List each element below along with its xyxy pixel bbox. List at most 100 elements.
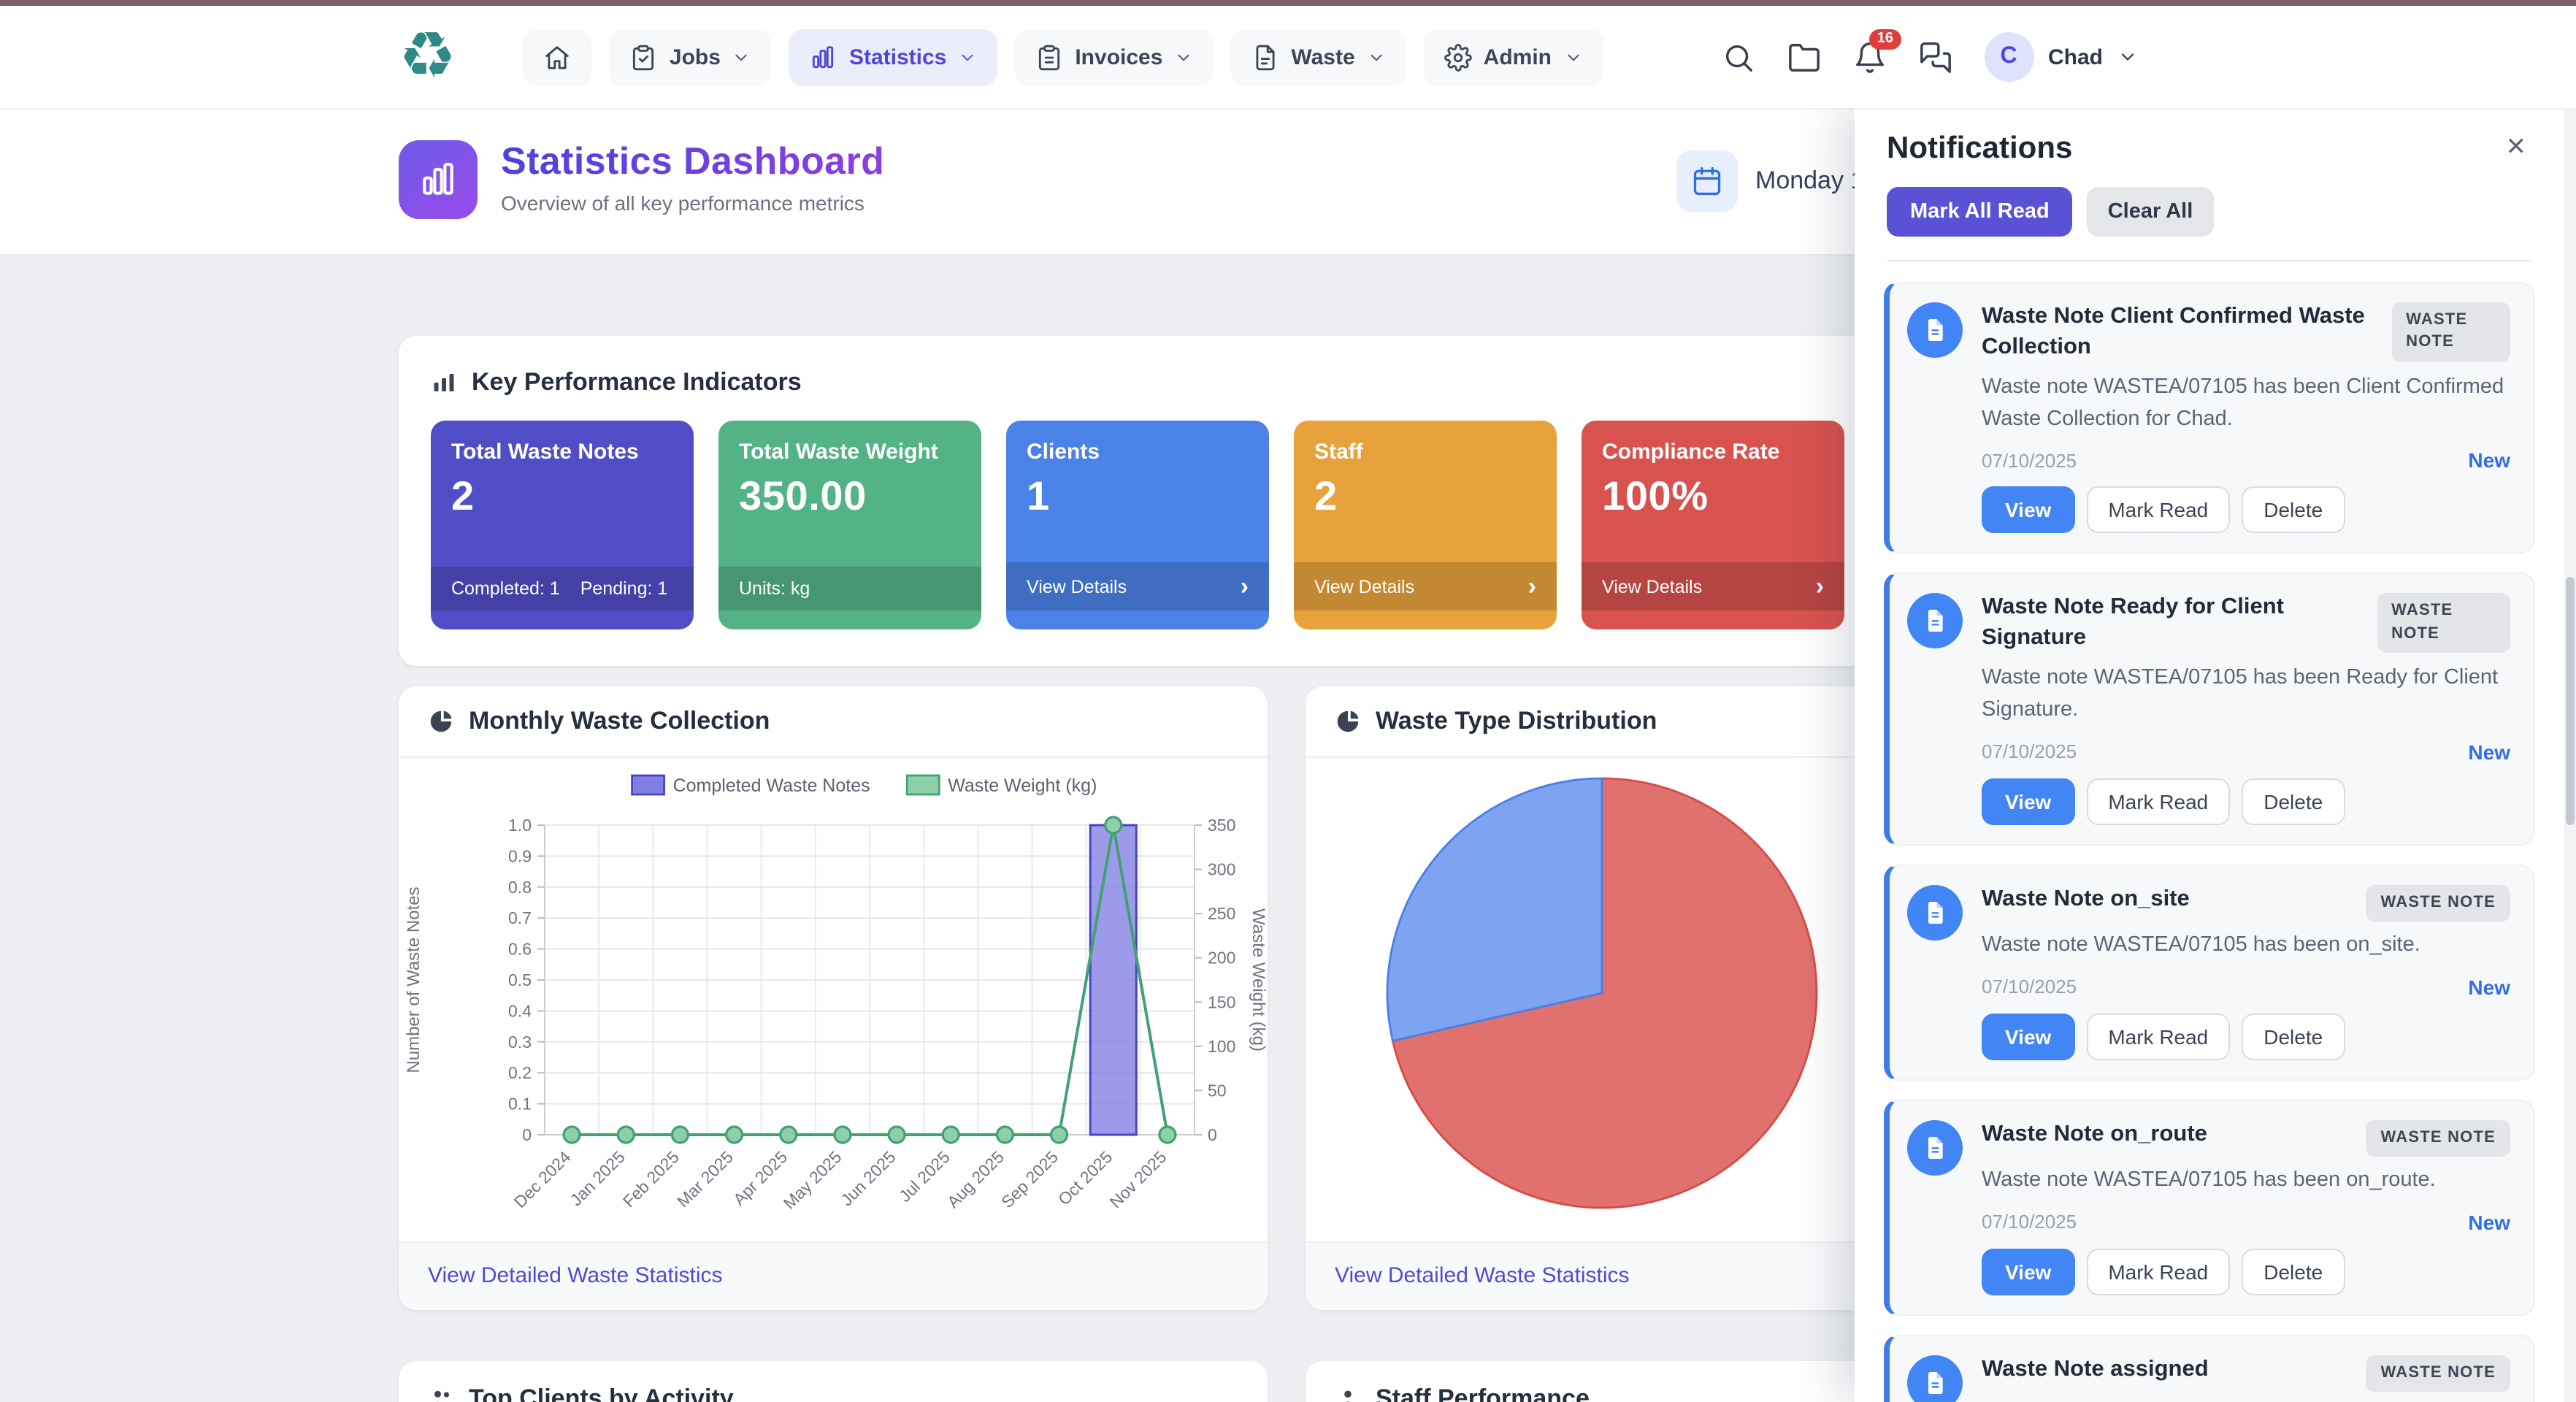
chat-icon[interactable] <box>1918 40 1952 74</box>
notification-new-flag[interactable]: New <box>2468 740 2510 764</box>
svg-text:Sep 2025: Sep 2025 <box>997 1147 1062 1211</box>
view-detailed-waste-statistics-link[interactable]: View Detailed Waste Statistics <box>428 1263 723 1288</box>
kpi-view-details-clients[interactable]: View Details › <box>1006 562 1269 610</box>
delete-button[interactable]: Delete <box>2242 1248 2345 1295</box>
mark-read-button[interactable]: Mark Read <box>2086 486 2231 534</box>
svg-text:200: 200 <box>1208 949 1235 968</box>
notifications-bell-button[interactable]: 16 <box>1852 28 1901 74</box>
nav-item-invoices[interactable]: Invoices <box>1015 28 1214 85</box>
search-icon[interactable] <box>1721 40 1755 74</box>
page-title: Statistics Dashboard <box>501 139 885 183</box>
chart-card-title: Monthly Waste Collection <box>399 686 1268 758</box>
chevron-right-icon: › <box>1527 572 1536 600</box>
bar-chart-icon <box>813 45 835 68</box>
notification-body: Waste note WASTEA/07105 has been Client … <box>1982 375 2504 431</box>
svg-text:Waste Weight (kg): Waste Weight (kg) <box>1249 908 1268 1052</box>
notification-item: Waste Note on_site WASTE NOTE Waste note… <box>1884 864 2535 1081</box>
view-button[interactable]: View <box>1982 1013 2075 1060</box>
chevron-down-icon <box>2121 53 2134 61</box>
nav-item-admin[interactable]: Admin <box>1423 28 1603 85</box>
nav-item-label: Jobs <box>669 45 721 69</box>
svg-text:350: 350 <box>1208 816 1235 835</box>
notification-new-flag[interactable]: New <box>2468 1210 2510 1234</box>
notification-body: Waste note WASTEA/07105 has been on_site… <box>1982 933 2420 957</box>
kpi-title: Compliance Rate <box>1602 440 1780 464</box>
close-icon[interactable]: ✕ <box>2505 133 2527 161</box>
notification-new-flag[interactable]: New <box>2468 975 2510 999</box>
mark-read-button[interactable]: Mark Read <box>2086 1248 2231 1295</box>
nav-item-label: Admin <box>1483 45 1552 69</box>
dashboard-icon <box>399 140 478 219</box>
svg-text:Mar 2025: Mar 2025 <box>673 1147 737 1211</box>
people-icon <box>434 1390 450 1402</box>
waste-note-icon <box>1907 302 1963 358</box>
waste-note-icon <box>1907 1119 1963 1176</box>
nav-item-label: Statistics <box>848 45 947 69</box>
delete-button[interactable]: Delete <box>2242 778 2345 825</box>
nav-item-jobs[interactable]: Jobs <box>609 28 772 85</box>
kpi-view-details-staff[interactable]: View Details › <box>1294 562 1557 610</box>
chart-card-title: Waste Type Distribution <box>1306 686 2176 758</box>
svg-text:250: 250 <box>1208 904 1235 923</box>
chevron-down-icon <box>1371 53 1382 61</box>
clear-all-button[interactable]: Clear All <box>2087 187 2214 237</box>
kpi-footer: Completed: 1 Pending: 1 <box>431 567 694 610</box>
svg-text:Number of Waste Notes: Number of Waste Notes <box>404 886 423 1073</box>
kpi-value: 100% <box>1602 473 1709 518</box>
user-menu[interactable]: C Chad <box>1984 32 2138 82</box>
kpi-section-title: Key Performance Indicators <box>399 336 2176 397</box>
notification-date: 07/10/2025 <box>1982 449 2077 472</box>
svg-text:Nov 2025: Nov 2025 <box>1105 1147 1170 1211</box>
kpi-card-compliance-rate: Compliance Rate 100% View Details › <box>1582 421 1844 629</box>
page-subtitle: Overview of all key performance metrics <box>501 191 865 215</box>
svg-text:150: 150 <box>1208 992 1235 1011</box>
notification-item: Waste Note on_route WASTE NOTE Waste not… <box>1884 1099 2535 1316</box>
notification-new-flag[interactable]: New <box>2468 448 2510 472</box>
kpi-card-total-waste-notes: Total Waste Notes 2 Completed: 1 Pending:… <box>431 421 694 629</box>
kpi-card-total-waste-weight: Total Waste Weight 350.00 Units: kg <box>718 421 981 629</box>
notification-badge: WASTE NOTE <box>2377 593 2510 654</box>
svg-text:50: 50 <box>1208 1081 1227 1100</box>
notification-body: Waste note WASTEA/07105 has been on_rout… <box>1982 1168 2436 1192</box>
waste-note-icon <box>1907 593 1963 649</box>
delete-button[interactable]: Delete <box>2242 486 2345 534</box>
kpi-section: Key Performance Indicators Total Waste N… <box>399 336 2176 666</box>
notification-body: Waste note WASTEA/07105 has been Ready f… <box>1982 666 2499 721</box>
mark-all-read-button[interactable]: Mark All Read <box>1887 187 2073 237</box>
nav-item-statistics[interactable]: Statistics <box>789 28 998 85</box>
svg-text:0.8: 0.8 <box>508 878 532 897</box>
app-logo[interactable]: ♻ <box>399 20 456 92</box>
notifications-list: Waste Note Client Confirmed Waste Collec… <box>1855 261 2564 1402</box>
notification-date: 07/10/2025 <box>1982 976 2077 998</box>
view-button[interactable]: View <box>1982 778 2075 825</box>
mark-read-button[interactable]: Mark Read <box>2086 1013 2231 1060</box>
view-detailed-waste-statistics-link[interactable]: View Detailed Waste Statistics <box>1335 1263 1630 1288</box>
nav-item-home[interactable] <box>523 28 592 85</box>
nav-item-label: Invoices <box>1075 45 1163 69</box>
svg-text:Aug 2025: Aug 2025 <box>943 1147 1008 1211</box>
folder-icon[interactable] <box>1787 40 1820 74</box>
gear-icon <box>1444 43 1472 71</box>
nav-item-waste[interactable]: Waste <box>1231 28 1406 85</box>
scrollbar-thumb[interactable] <box>2566 577 2575 825</box>
kpi-view-details-compliance[interactable]: View Details › <box>1582 562 1844 610</box>
delete-button[interactable]: Delete <box>2242 1013 2345 1060</box>
chevron-right-icon: › <box>1815 572 1824 600</box>
kpi-card-staff: Staff 2 View Details › <box>1294 421 1557 629</box>
svg-text:0.1: 0.1 <box>508 1095 532 1114</box>
home-icon <box>546 45 570 69</box>
notification-item: Waste Note Ready for Client Signature WA… <box>1884 572 2535 846</box>
view-button[interactable]: View <box>1982 486 2075 534</box>
chevron-down-icon <box>1567 53 1579 61</box>
clipboard-list-icon <box>1039 44 1060 70</box>
svg-text:100: 100 <box>1208 1037 1235 1056</box>
notification-title: Waste Note on_site <box>1982 886 2190 911</box>
clipboard-check-icon <box>633 44 654 70</box>
notification-title: Waste Note Ready for Client Signature <box>1982 594 2284 651</box>
mark-read-button[interactable]: Mark Read <box>2086 778 2231 825</box>
svg-text:0: 0 <box>1208 1125 1217 1144</box>
svg-text:Completed Waste Notes: Completed Waste Notes <box>673 775 870 796</box>
person-icon <box>1344 1390 1352 1402</box>
view-button[interactable]: View <box>1982 1248 2075 1295</box>
notifications-panel: Notifications ✕ Mark All Read Clear All … <box>1855 108 2564 1402</box>
